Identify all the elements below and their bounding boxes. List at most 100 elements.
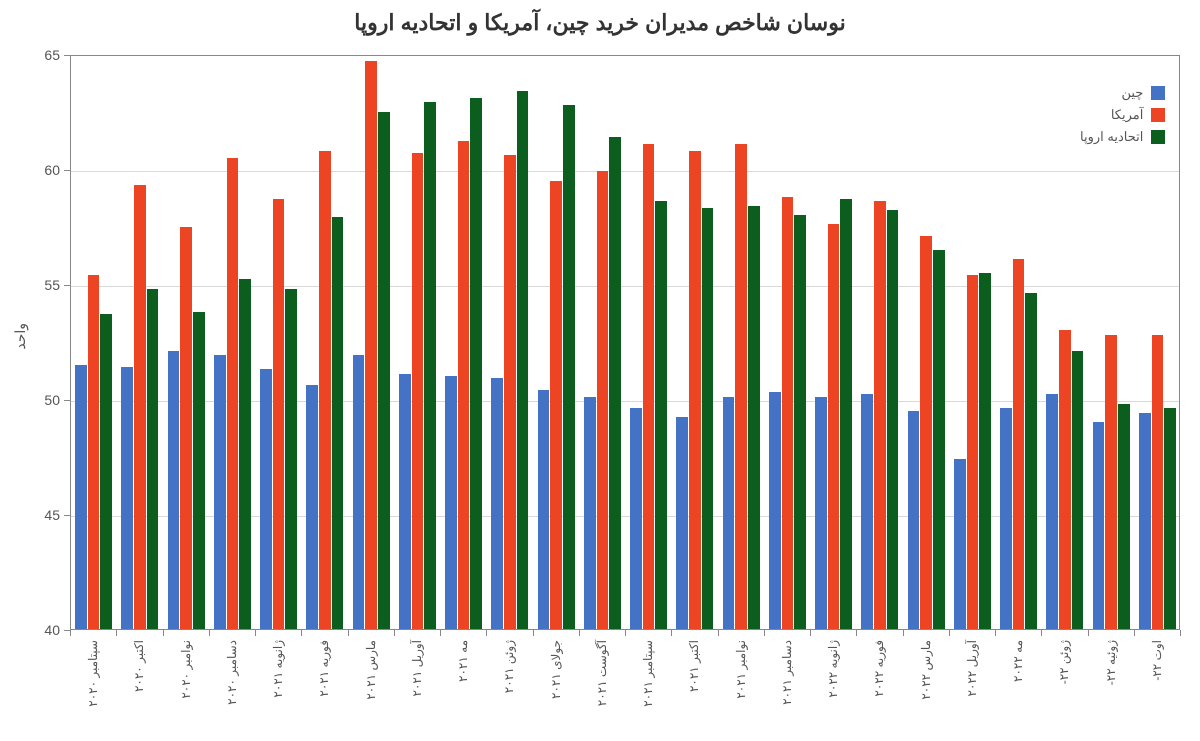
bar bbox=[769, 392, 781, 629]
x-tick-label: آوریل ۲۰۲۱ bbox=[410, 640, 424, 696]
bar bbox=[676, 417, 688, 629]
legend-label: اتحادیه اروپا bbox=[1080, 129, 1143, 145]
x-tick-label: ژوئیه ۲۲- bbox=[1104, 640, 1118, 685]
x-tick bbox=[995, 630, 996, 636]
bar bbox=[609, 137, 621, 629]
bar bbox=[260, 369, 272, 629]
bar bbox=[874, 201, 886, 629]
x-tick bbox=[1041, 630, 1042, 636]
bar bbox=[815, 397, 827, 629]
x-tick bbox=[70, 630, 71, 636]
y-tick-label: 50 bbox=[30, 392, 60, 408]
bar bbox=[1105, 335, 1117, 629]
bar bbox=[1164, 408, 1176, 629]
bar bbox=[306, 385, 318, 629]
x-tick bbox=[1088, 630, 1089, 636]
x-tick-label: ژوئن ۲۲- bbox=[1057, 640, 1071, 684]
x-tick-label: مارس ۲۰۲۱ bbox=[364, 640, 378, 700]
bar bbox=[214, 355, 226, 629]
x-tick-label: اکتبر ۲۰۲۰ bbox=[132, 640, 146, 692]
bar bbox=[702, 208, 714, 629]
x-tick-label: اوت ۲۲- bbox=[1150, 640, 1164, 681]
bar bbox=[538, 390, 550, 629]
x-tick-label: سپتامبر ۲۰۲۰ bbox=[86, 640, 100, 707]
bar bbox=[168, 351, 180, 629]
x-tick bbox=[486, 630, 487, 636]
bar bbox=[1152, 335, 1164, 629]
x-tick bbox=[949, 630, 950, 636]
x-tick-label: مارس ۲۰۲۲ bbox=[919, 640, 933, 700]
bar bbox=[458, 141, 470, 629]
x-tick-label: ژوئن ۲۰۲۱ bbox=[502, 640, 516, 693]
bar bbox=[689, 151, 701, 629]
x-tick bbox=[440, 630, 441, 636]
x-tick-label: مه ۲۰۲۲ bbox=[1011, 640, 1025, 682]
bar bbox=[88, 275, 100, 629]
legend-label: آمریکا bbox=[1111, 107, 1144, 123]
x-tick bbox=[671, 630, 672, 636]
y-tick-label: 60 bbox=[30, 162, 60, 178]
x-tick bbox=[163, 630, 164, 636]
bar bbox=[840, 199, 852, 629]
bar bbox=[273, 199, 285, 629]
x-tick-label: سپتامبر ۲۰۲۱ bbox=[641, 640, 655, 707]
x-tick bbox=[625, 630, 626, 636]
x-tick bbox=[116, 630, 117, 636]
y-tick bbox=[64, 285, 70, 286]
bar bbox=[1118, 404, 1130, 629]
legend-item: اتحادیه اروپا bbox=[1080, 129, 1165, 145]
y-tick-label: 55 bbox=[30, 277, 60, 293]
x-tick bbox=[301, 630, 302, 636]
legend-swatch bbox=[1151, 130, 1165, 144]
bar bbox=[1000, 408, 1012, 629]
bar bbox=[424, 102, 436, 629]
plot-area bbox=[70, 55, 1180, 630]
x-tick-label: نوامبر ۲۰۲۱ bbox=[734, 640, 748, 699]
bar bbox=[332, 217, 344, 629]
bar bbox=[1072, 351, 1084, 629]
y-tick bbox=[64, 170, 70, 171]
bar bbox=[227, 158, 239, 630]
bar bbox=[550, 181, 562, 630]
bar bbox=[584, 397, 596, 629]
bar bbox=[1059, 330, 1071, 629]
x-tick-label: مه ۲۰۲۱ bbox=[456, 640, 470, 682]
bar bbox=[517, 91, 529, 629]
x-tick-label: دسامبر ۲۰۲۱ bbox=[780, 640, 794, 705]
y-tick-label: 40 bbox=[30, 622, 60, 638]
bar bbox=[399, 374, 411, 629]
bar bbox=[1139, 413, 1151, 629]
legend-swatch bbox=[1151, 86, 1165, 100]
bar bbox=[735, 144, 747, 629]
x-tick bbox=[810, 630, 811, 636]
bar bbox=[470, 98, 482, 629]
x-tick bbox=[255, 630, 256, 636]
x-tick-label: جولای ۲۰۲۱ bbox=[549, 640, 563, 699]
legend-label: چین bbox=[1121, 85, 1143, 101]
legend-swatch bbox=[1151, 108, 1165, 122]
bar bbox=[134, 185, 146, 629]
bar bbox=[597, 171, 609, 629]
bar bbox=[75, 365, 87, 630]
bar bbox=[491, 378, 503, 629]
legend-item: چین bbox=[1080, 85, 1165, 101]
bar bbox=[147, 289, 159, 629]
bar bbox=[319, 151, 331, 629]
bar bbox=[180, 227, 192, 630]
bar bbox=[365, 61, 377, 629]
bar bbox=[412, 153, 424, 629]
x-tick bbox=[903, 630, 904, 636]
legend-item: آمریکا bbox=[1080, 107, 1165, 123]
bar bbox=[630, 408, 642, 629]
chart-title: نوسان شاخص مدیران خرید چین، آمریکا و اتح… bbox=[0, 10, 1200, 36]
bar bbox=[782, 197, 794, 629]
x-tick-label: فوریه ۲۰۲۱ bbox=[317, 640, 331, 697]
bar bbox=[861, 394, 873, 629]
y-tick bbox=[64, 400, 70, 401]
bar bbox=[828, 224, 840, 629]
bar bbox=[378, 112, 390, 630]
legend: چین آمریکا اتحادیه اروپا bbox=[1080, 85, 1165, 151]
x-tick bbox=[533, 630, 534, 636]
x-tick-label: ژانویه ۲۰۲۲ bbox=[826, 640, 840, 698]
x-tick bbox=[209, 630, 210, 636]
